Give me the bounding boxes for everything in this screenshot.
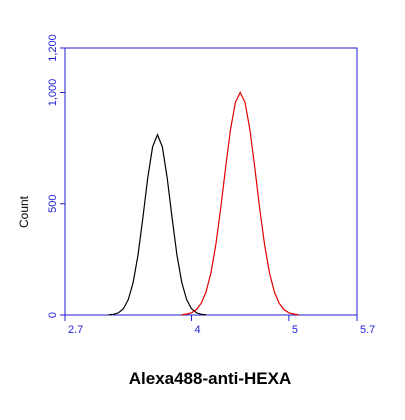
y-axis-label: Count <box>17 195 31 228</box>
x-tick-label: 5 <box>292 324 298 336</box>
histogram-line <box>108 133 207 316</box>
y-tick-label: 0 <box>47 312 59 318</box>
x-tick-label: 2.7 <box>68 324 83 336</box>
y-tick-label: 500 <box>47 195 59 213</box>
x-axis-label: Alexa488-anti-HEXA <box>129 369 292 388</box>
histogram-line <box>181 91 299 316</box>
y-tick-label: 1,000 <box>47 79 59 107</box>
plot-frame <box>64 47 358 316</box>
y-tick-label: 1,200 <box>47 34 59 62</box>
x-tick-label: 5.7 <box>360 324 375 336</box>
x-tick-label: 4 <box>195 324 201 336</box>
